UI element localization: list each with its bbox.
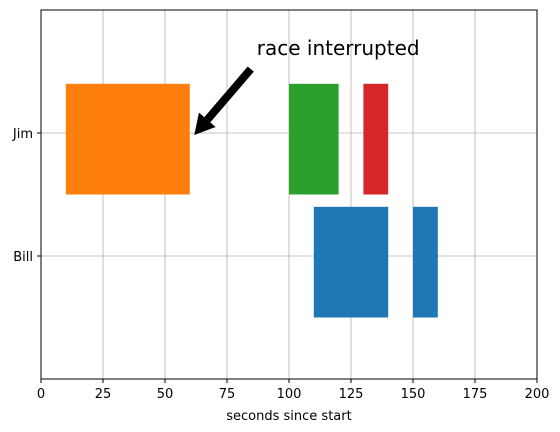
x-axis-label: seconds since start xyxy=(226,409,351,424)
x-tick-label: 75 xyxy=(219,387,236,402)
x-tick-label: 25 xyxy=(95,387,112,402)
ticks-layer: 0 25 50 75 100 125 150 175 200 Bill Jim xyxy=(12,127,550,402)
x-tick-label: 0 xyxy=(37,387,45,402)
x-tick-label: 100 xyxy=(277,387,302,402)
bar-bill xyxy=(313,206,389,318)
y-tick-label-bill: Bill xyxy=(13,250,33,265)
x-tick-label: 125 xyxy=(339,387,364,402)
x-tick-label: 175 xyxy=(463,387,488,402)
x-tick-label: 50 xyxy=(157,387,174,402)
bar-bill xyxy=(413,206,438,318)
annotation-text: race interrupted xyxy=(257,36,420,60)
annotation: race interrupted xyxy=(194,36,420,135)
bar-jim xyxy=(289,83,339,195)
x-tick-label: 200 xyxy=(525,387,550,402)
bars-layer xyxy=(65,83,438,318)
bar-jim xyxy=(65,83,190,195)
x-tick-label: 150 xyxy=(401,387,426,402)
annotation-arrow-shaft xyxy=(204,66,254,123)
bar-jim xyxy=(363,83,389,195)
y-tick-label-jim: Jim xyxy=(12,127,33,142)
annotation-arrow-head xyxy=(194,112,216,135)
